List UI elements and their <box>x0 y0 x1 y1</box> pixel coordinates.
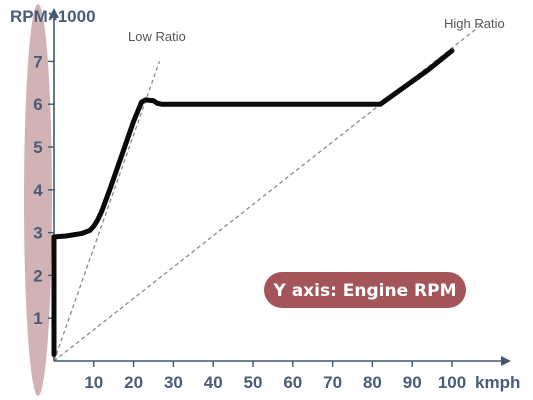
reference-lines: Low Ratio High Ratio <box>53 16 505 362</box>
reference-line <box>53 61 161 362</box>
reference-line-label: Low Ratio <box>128 29 186 44</box>
y-axis-note-badge: Y axis: Engine RPM <box>264 272 466 308</box>
x-axis-title: kmph <box>475 373 520 392</box>
y-tick-label: 2 <box>33 266 42 285</box>
x-tick-label: 10 <box>84 373 103 392</box>
rpm-curve <box>51 48 455 358</box>
y-tick-label: 3 <box>33 224 42 243</box>
y-tick-label: 7 <box>33 52 42 71</box>
x-tick-label: 30 <box>164 373 183 392</box>
tick-marks: 10 20 30 40 50 60 70 80 90 100 1 2 3 4 5 6 7 <box>33 52 466 392</box>
x-tick-label: 70 <box>323 373 342 392</box>
x-tick-label: 50 <box>244 373 263 392</box>
y-tick-label: 6 <box>33 95 42 114</box>
badge-background <box>264 272 466 308</box>
reference-line-label: High Ratio <box>444 16 505 31</box>
x-tick-label: 40 <box>204 373 223 392</box>
y-tick-label: 1 <box>33 309 42 328</box>
y-axis-highlight-band <box>24 4 52 396</box>
y-axis-title: RPM×1000 <box>10 7 96 26</box>
x-axis-arrow <box>501 356 511 366</box>
series-group <box>51 48 455 358</box>
y-axis-arrow <box>49 8 59 18</box>
x-tick-label: 20 <box>124 373 143 392</box>
y-tick-label: 4 <box>33 181 43 200</box>
x-tick-label: 90 <box>403 373 422 392</box>
badge-label: Y axis: Engine RPM <box>272 281 456 301</box>
x-tick-label: 60 <box>283 373 302 392</box>
y-tick-label: 5 <box>33 138 42 157</box>
x-tick-label: 100 <box>438 373 466 392</box>
x-tick-label: 80 <box>363 373 382 392</box>
